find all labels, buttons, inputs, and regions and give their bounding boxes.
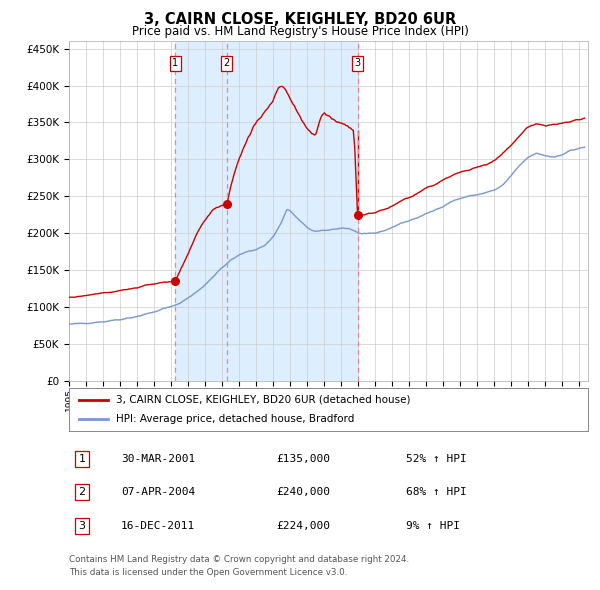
- Text: £135,000: £135,000: [277, 454, 331, 464]
- Text: 1: 1: [172, 58, 178, 68]
- Bar: [175, 41, 358, 381]
- Text: 07-APR-2004: 07-APR-2004: [121, 487, 195, 497]
- Text: This data is licensed under the Open Government Licence v3.0.: This data is licensed under the Open Gov…: [69, 568, 347, 576]
- Text: HPI: Average price, detached house, Bradford: HPI: Average price, detached house, Brad…: [116, 414, 354, 424]
- Text: 3, CAIRN CLOSE, KEIGHLEY, BD20 6UR (detached house): 3, CAIRN CLOSE, KEIGHLEY, BD20 6UR (deta…: [116, 395, 410, 405]
- Text: 2: 2: [79, 487, 86, 497]
- Text: 30-MAR-2001: 30-MAR-2001: [121, 454, 195, 464]
- Text: 2: 2: [224, 58, 230, 68]
- Text: 3: 3: [79, 520, 85, 530]
- Text: 68% ↑ HPI: 68% ↑ HPI: [406, 487, 467, 497]
- Text: 3: 3: [355, 58, 361, 68]
- Text: 16-DEC-2011: 16-DEC-2011: [121, 520, 195, 530]
- Text: Contains HM Land Registry data © Crown copyright and database right 2024.: Contains HM Land Registry data © Crown c…: [69, 555, 409, 563]
- Text: £224,000: £224,000: [277, 520, 331, 530]
- Text: 9% ↑ HPI: 9% ↑ HPI: [406, 520, 460, 530]
- Text: Price paid vs. HM Land Registry's House Price Index (HPI): Price paid vs. HM Land Registry's House …: [131, 25, 469, 38]
- Text: 52% ↑ HPI: 52% ↑ HPI: [406, 454, 467, 464]
- Text: £240,000: £240,000: [277, 487, 331, 497]
- Text: 3, CAIRN CLOSE, KEIGHLEY, BD20 6UR: 3, CAIRN CLOSE, KEIGHLEY, BD20 6UR: [144, 12, 456, 27]
- Text: 1: 1: [79, 454, 85, 464]
